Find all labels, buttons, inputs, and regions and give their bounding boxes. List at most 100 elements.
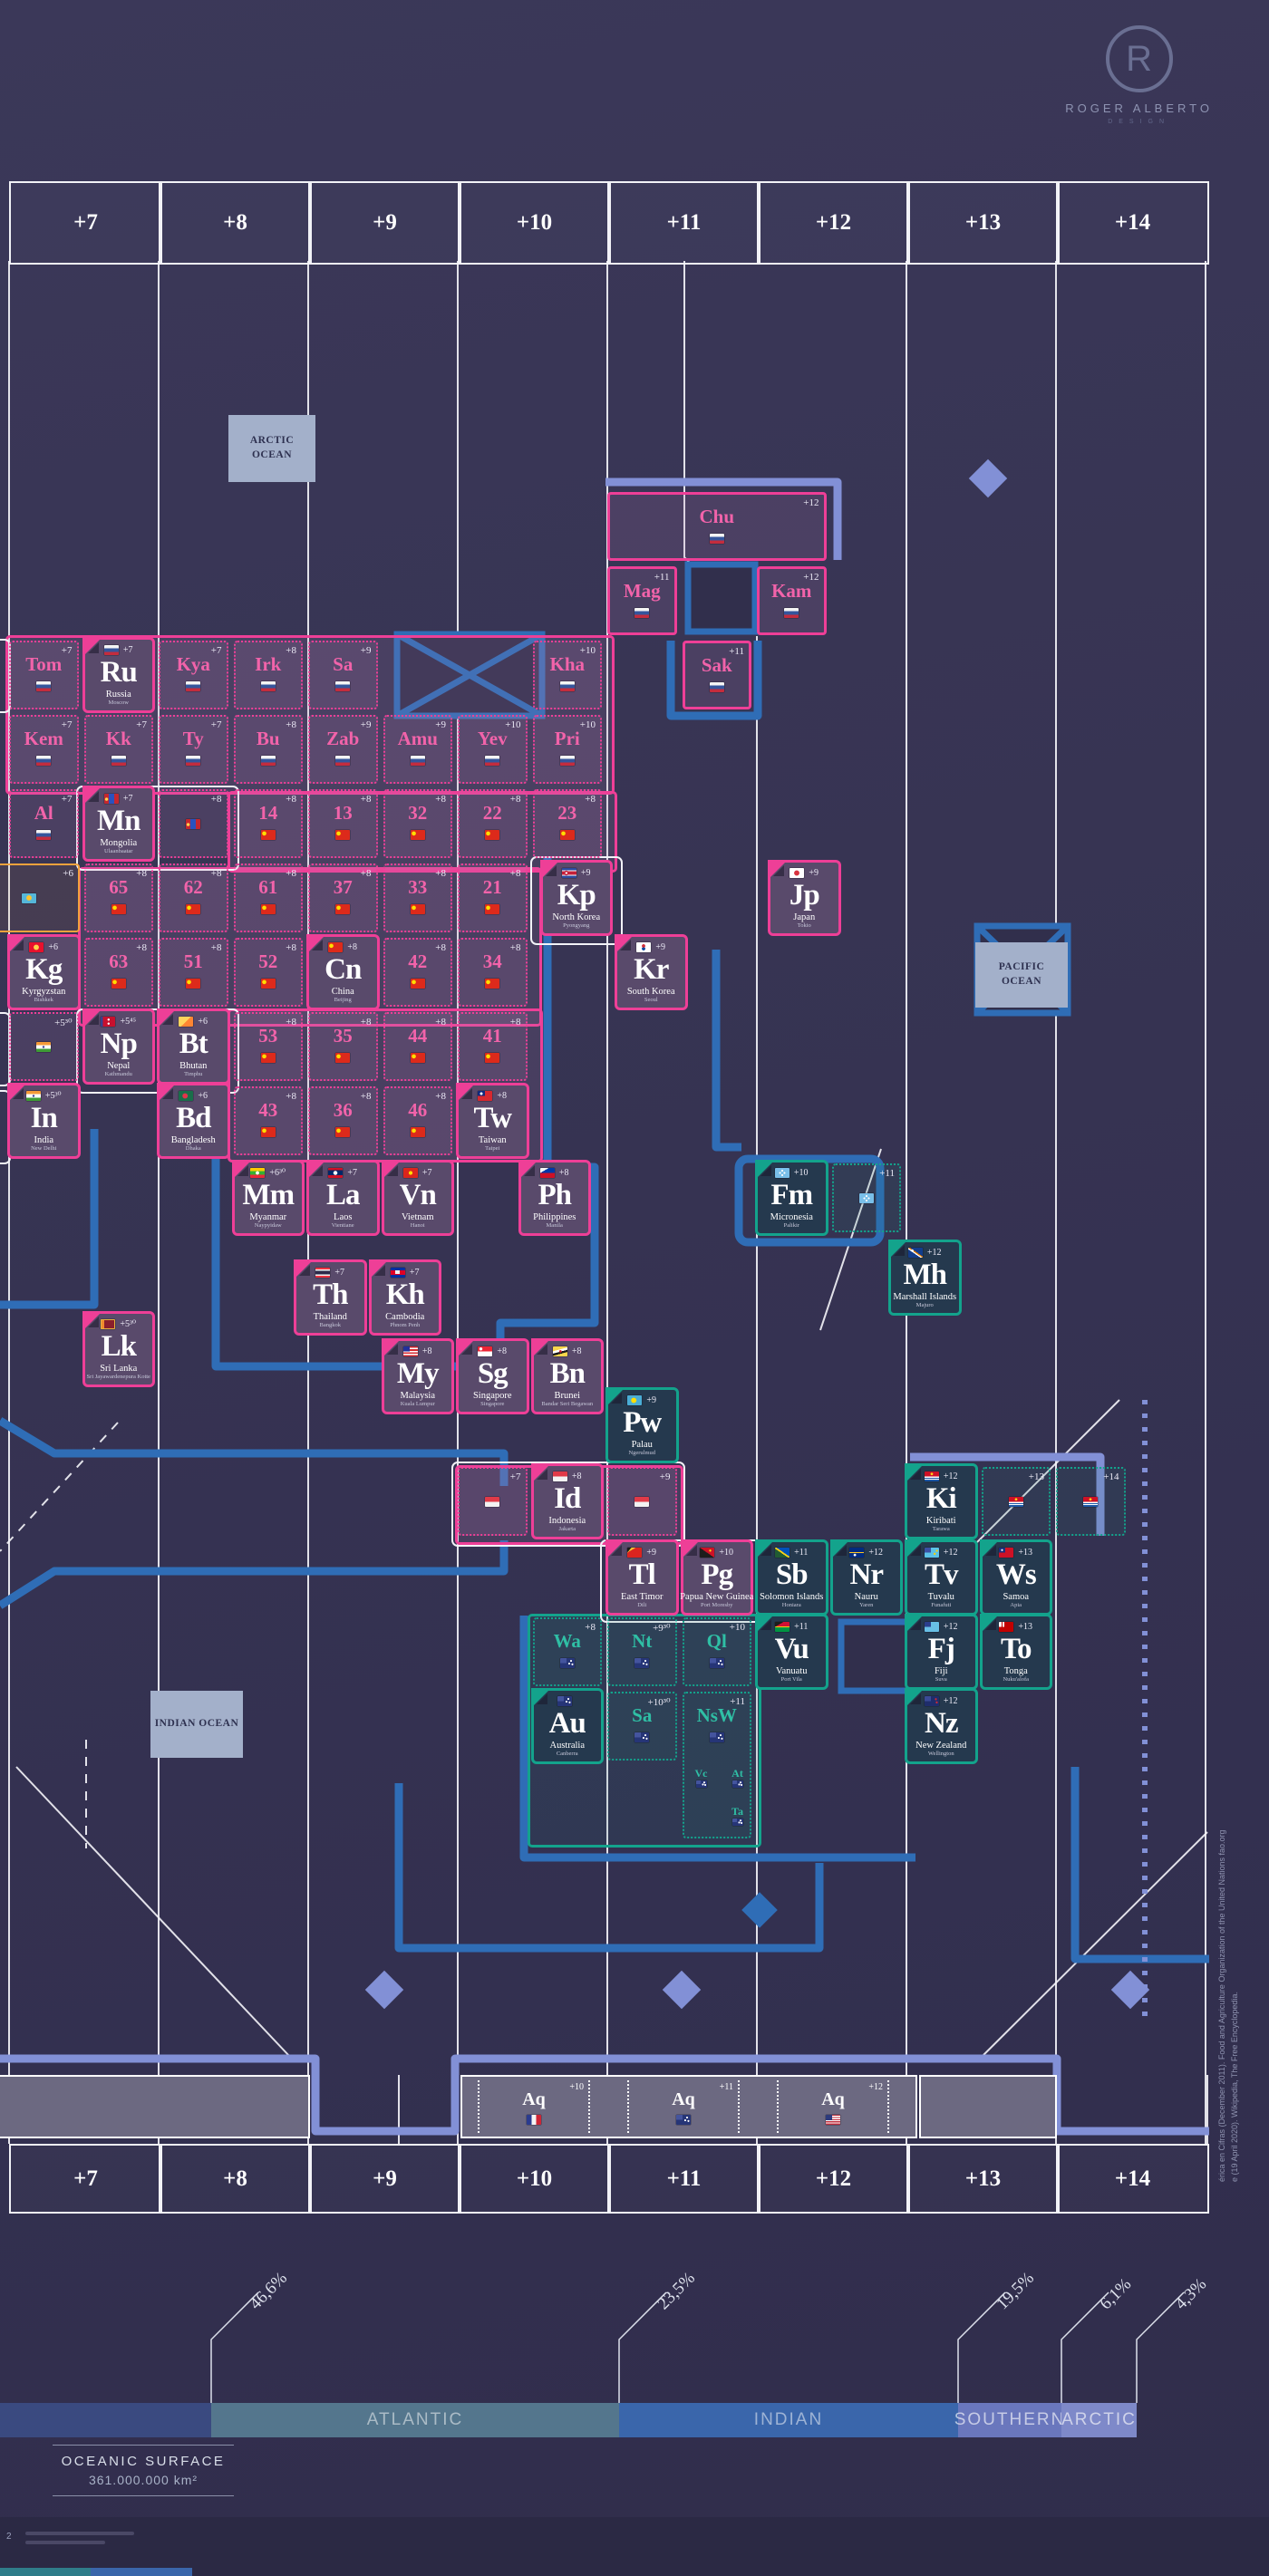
group-frame <box>451 1462 685 1547</box>
ocean-band-ARCTIC: ARCTIC <box>1061 2403 1137 2437</box>
cn-flag-icon <box>260 1127 276 1137</box>
ws-flag-icon <box>999 1547 1014 1558</box>
cell-Tv: +12 Tv Tuvalu Funafuti <box>905 1539 978 1616</box>
tl-flag-icon <box>627 1547 643 1558</box>
ru-flag-icon <box>559 756 575 766</box>
ocean-label-arctic-ocean: ARCTIC OCEAN <box>228 415 315 482</box>
ki-flag-icon <box>1083 1496 1099 1507</box>
cell-46: +8 46 <box>383 1086 452 1155</box>
ru-flag-icon <box>186 756 201 766</box>
cell-Sak: +11 Sak <box>682 641 751 709</box>
ru-flag-icon <box>784 608 799 618</box>
cn-flag-icon <box>485 830 500 840</box>
ru-flag-icon <box>335 681 351 691</box>
id-flag-icon <box>634 1496 650 1507</box>
mn-flag-icon <box>186 818 201 829</box>
nz-flag-icon <box>924 1695 939 1706</box>
cell-Kp: +9 Kp North Korea Pyongyang <box>539 860 613 936</box>
cell-Pri: +10 Pri <box>532 715 602 784</box>
oceanic-surface-block: OCEANIC SURFACE 361.000.000 km² <box>53 2445 234 2496</box>
ru-flag-icon <box>36 681 52 691</box>
cell-Sa: +9 Sa <box>308 641 378 709</box>
cell-Kk: +7 Kk <box>83 715 153 784</box>
oceanic-surface-title: OCEANIC SURFACE <box>61 2454 226 2469</box>
cell-Nz: +12 Nz New Zealand Wellington <box>905 1688 978 1764</box>
cell-Sg: +8 Sg Singapore Singapore <box>456 1338 529 1414</box>
cell-Tl: +9 Tl East Timor Dili <box>605 1539 679 1616</box>
axis-label-+13: +13 <box>906 2144 1060 2214</box>
cn-flag-icon <box>559 830 575 840</box>
cell-Mn: +7 Mn Mongolia Ulaanbaatar <box>82 786 155 862</box>
id-flag-icon <box>485 1496 500 1507</box>
au-flag-icon <box>709 1658 724 1668</box>
kz-flag-icon <box>22 892 36 903</box>
cn-flag-icon <box>260 1053 276 1063</box>
cell-Amu: +9 Amu <box>383 715 452 784</box>
cell-52: +8 52 <box>233 938 303 1007</box>
cell-44: +8 44 <box>383 1012 452 1081</box>
cell-Vn: +7 Vn Vietnam Hanoi <box>381 1160 454 1236</box>
ru-flag-icon <box>36 756 52 766</box>
cell-Zab: +9 Zab <box>308 715 378 784</box>
cell-Bn: +8 Bn Brunei Bandar Seri Begawan <box>530 1338 604 1414</box>
ocean-band-ATLANTIC: ATLANTIC <box>211 2403 619 2437</box>
au-flag-icon <box>634 1732 650 1742</box>
cn-flag-icon <box>485 979 500 989</box>
fm-flag-icon <box>858 1192 874 1203</box>
cell-Kg: +6 Kg Kyrgyzstan Bishkek <box>7 934 81 1010</box>
antarctica-band-segment <box>919 2075 1057 2138</box>
cell-Mag: +11 Mag <box>607 566 677 635</box>
cell-Jp: +9 Jp Japan Tokio <box>768 860 841 936</box>
cell-Yev: +10 Yev <box>458 715 528 784</box>
la-flag-icon <box>328 1167 344 1178</box>
cell-63: +8 63 <box>83 938 153 1007</box>
cn-flag-icon <box>410 1127 425 1137</box>
bn-flag-icon <box>552 1346 567 1356</box>
cn-flag-icon <box>260 904 276 914</box>
cell-Kr: +9 Kr South Korea Seoul <box>615 934 688 1010</box>
cn-flag-icon <box>111 904 126 914</box>
cell-Bu: +8 Bu <box>233 715 303 784</box>
cn-flag-icon <box>410 830 425 840</box>
fine-print-bar <box>25 2541 105 2544</box>
au-flag-icon <box>557 1695 573 1706</box>
ru-flag-icon <box>36 830 52 840</box>
ph-flag-icon <box>539 1167 555 1178</box>
cell-42: +8 42 <box>383 938 452 1007</box>
credits-line-1: érica en Cifras (December 2011). Food an… <box>1217 1829 1226 2182</box>
vu-flag-icon <box>775 1621 790 1632</box>
cell-My: +8 My Malaysia Kuala Lumpur <box>381 1338 454 1414</box>
cn-flag-icon <box>485 904 500 914</box>
fine-print-bar <box>25 2532 134 2535</box>
au-flag-icon <box>695 1780 707 1788</box>
cell-Ws: +13 Ws Samoa Apia <box>979 1539 1052 1616</box>
tw-flag-icon <box>478 1090 493 1101</box>
cell-Tw: +8 Tw Taiwan Taipei <box>456 1083 529 1159</box>
cell-Ta: Ta <box>722 1806 753 1837</box>
cell-51: +8 51 <box>159 938 228 1007</box>
cell-Np: +5⁴⁵ Np Nepal Kathmandu <box>82 1008 155 1085</box>
us-flag-icon <box>826 2114 840 2125</box>
axis-label-+14: +14 <box>1056 2144 1209 2214</box>
cell-Kam: +12 Kam <box>757 566 827 635</box>
cn-flag-icon <box>328 941 344 952</box>
axis-label-+11: +11 <box>607 2144 760 2214</box>
ru-flag-icon <box>485 756 500 766</box>
ocean-band-SOUTHERN: SOUTHERN <box>954 2403 1063 2437</box>
ru-flag-icon <box>335 756 351 766</box>
cell-36: +8 36 <box>308 1086 378 1155</box>
bottom-strip <box>0 2517 1269 2576</box>
cell-Ru: +7 Ru Russia Moscow <box>82 637 155 713</box>
axis-label-+9: +9 <box>308 2144 461 2214</box>
brand-subtitle: DESIGN <box>1108 119 1171 125</box>
cell-Chu: +12 Chu <box>607 492 827 561</box>
ru-flag-icon <box>709 534 724 544</box>
cell-NsW: +11 NsW <box>682 1692 751 1838</box>
legend-chip-blue <box>91 2568 192 2576</box>
cn-flag-icon <box>410 1053 425 1063</box>
antarctica-band-segment <box>0 2075 310 2138</box>
fm-flag-icon <box>774 1167 789 1178</box>
mm-flag-icon <box>250 1167 266 1178</box>
